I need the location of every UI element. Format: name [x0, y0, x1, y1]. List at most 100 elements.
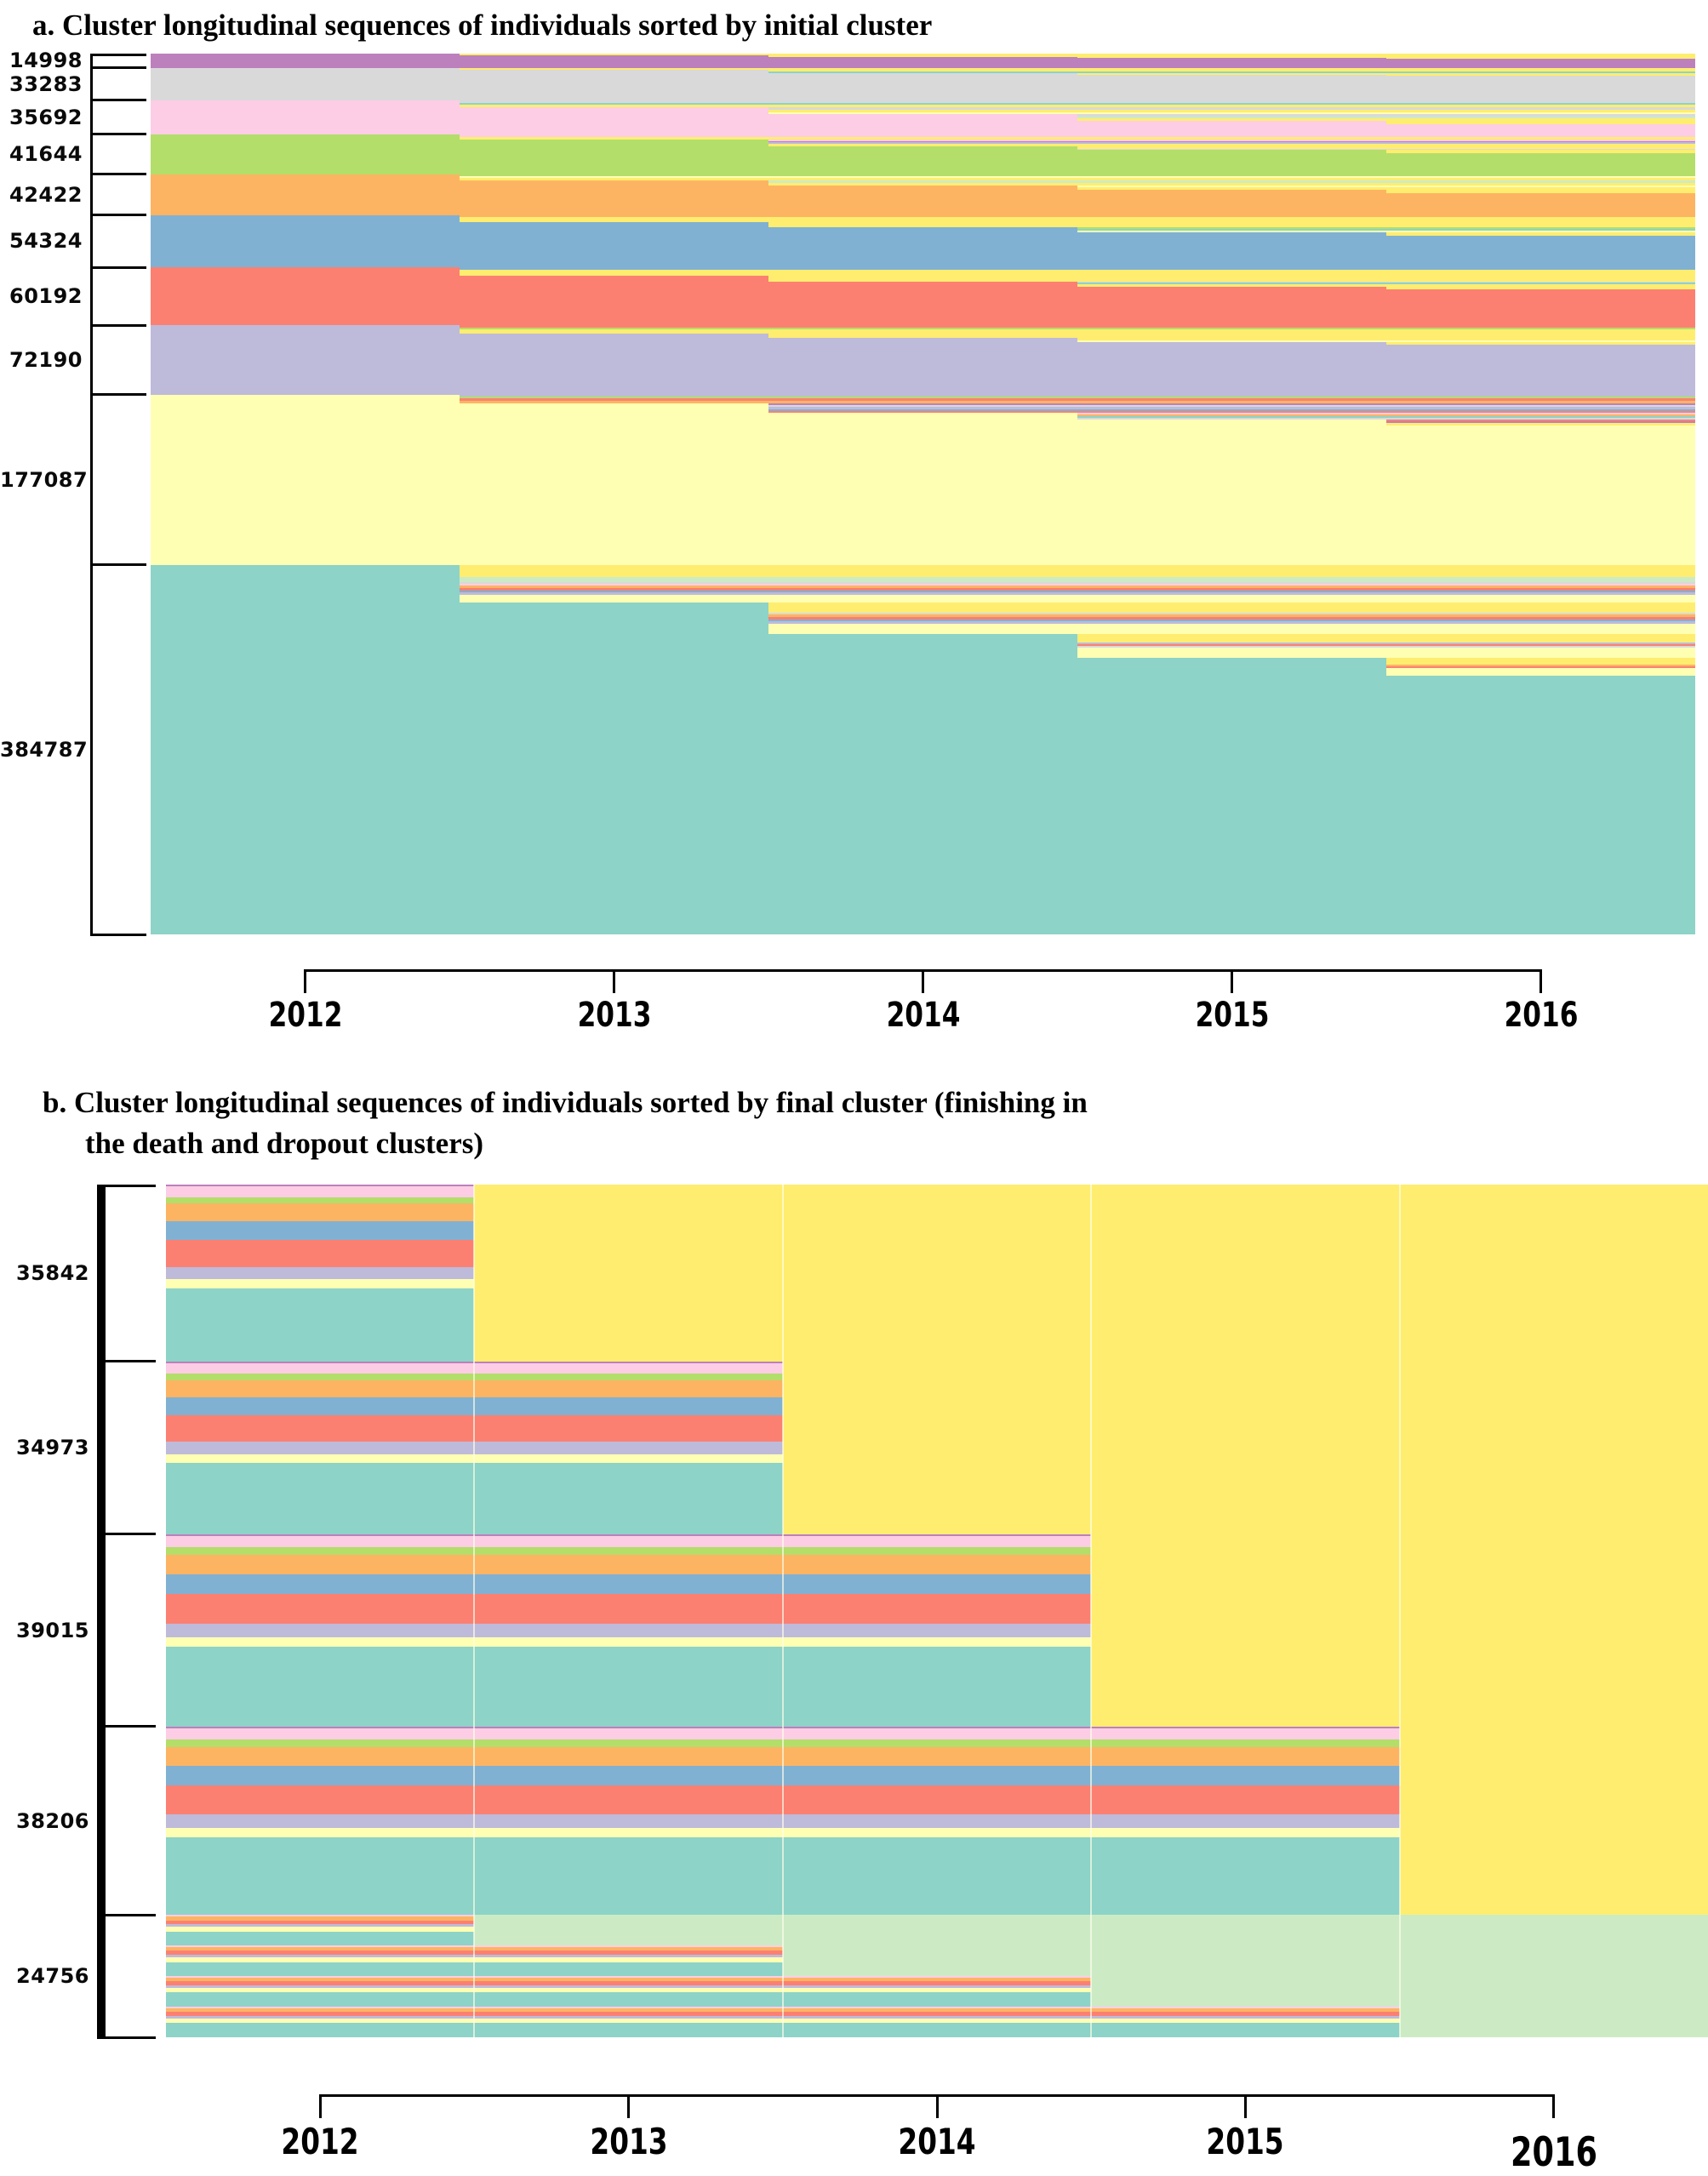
transition-stripe: [768, 594, 1077, 603]
transition-stripe: [460, 398, 768, 401]
cluster-subband: [474, 2016, 783, 2019]
transition-stripe: [768, 71, 1077, 73]
cluster-subband: [474, 1636, 783, 1648]
transition-stripe: [1386, 70, 1695, 72]
transition-stripe: [460, 583, 768, 585]
x-axis-label: 2016: [1510, 2129, 1597, 2176]
cluster-band: [1386, 345, 1695, 395]
cluster-subband: [782, 1766, 1092, 1785]
transition-stripe: [1077, 222, 1386, 228]
cluster-band: [460, 55, 768, 68]
transition-stripe: [1077, 100, 1386, 103]
transition-stripe: [1077, 134, 1386, 137]
cluster-subband: [782, 2018, 1092, 2024]
transition-stripe: [768, 54, 1077, 55]
transition-stripe: [1386, 337, 1695, 340]
group-size-label: 39015: [16, 1618, 89, 1642]
transition-stripe: [1386, 102, 1695, 106]
bracket-tick: [90, 133, 146, 136]
transition-stripe: [1077, 418, 1386, 420]
transition-stripe: [1077, 176, 1386, 179]
cluster-subband: [782, 1985, 1092, 1988]
transition-stripe: [768, 174, 1077, 177]
cluster-subband: [166, 1814, 475, 1828]
cluster-subband: [474, 1647, 783, 1727]
cluster-subband: [166, 2016, 475, 2019]
transition-stripe: [768, 397, 1077, 399]
transition-stripe: [768, 269, 1077, 276]
transition-stripe: [1386, 185, 1695, 187]
cluster-band: [151, 267, 460, 326]
transition-stripe: [768, 576, 1077, 582]
transition-stripe: [1386, 58, 1695, 59]
cluster-subband: [166, 1827, 475, 1837]
transition-stripe: [768, 142, 1077, 144]
cluster-subband: [474, 1992, 783, 2008]
cluster-subband: [474, 1726, 783, 1729]
transition-stripe: [1077, 590, 1386, 592]
cluster-subband: [166, 1978, 475, 1982]
transition-stripe: [460, 100, 768, 103]
transition-stripe: [1386, 267, 1695, 270]
cluster-subband: [166, 1374, 475, 1380]
cluster-subband: [166, 1397, 475, 1415]
cluster-subband: [166, 1920, 475, 1925]
bracket-tick: [90, 266, 146, 269]
transition-stripe: [1077, 186, 1386, 190]
transition-stripe: [1077, 214, 1386, 218]
cluster-band: [151, 214, 460, 268]
cluster-subband: [474, 1956, 783, 1962]
transition-stripe: [1077, 174, 1386, 177]
transition-stripe: [768, 214, 1077, 218]
cluster-band: [768, 56, 1077, 68]
transition-stripe: [1386, 283, 1695, 287]
cluster-subband: [474, 1397, 783, 1415]
cluster-subband: [474, 1978, 783, 1982]
cluster-subband: [1091, 1836, 1400, 1916]
year-seam: [473, 1185, 476, 2037]
cluster-subband: [166, 1221, 475, 1240]
x-axis-tick: [1243, 2094, 1247, 2118]
cluster-subband: [474, 1950, 783, 1956]
transition-stripe: [768, 590, 1077, 592]
transition-stripe: [1077, 231, 1386, 233]
cluster-band: [768, 281, 1077, 326]
transition-stripe: [1077, 56, 1386, 58]
dropout-block: [1091, 1976, 1400, 2008]
transition-stripe: [768, 327, 1077, 329]
cluster-subband: [166, 1361, 475, 1363]
bracket-tick: [97, 1185, 156, 1187]
cluster-subband: [782, 1987, 1092, 1993]
bracket-tick: [97, 1533, 156, 1536]
cluster-subband: [166, 1956, 475, 1962]
cluster-subband: [782, 1533, 1092, 1536]
transition-stripe: [1077, 620, 1386, 624]
transition-stripe: [1386, 633, 1695, 643]
transition-stripe: [1077, 591, 1386, 595]
transition-stripe: [1077, 408, 1386, 411]
transition-stripe: [1386, 134, 1695, 137]
cluster-subband: [1091, 2008, 1400, 2013]
cluster-subband: [1091, 1746, 1400, 1767]
transition-stripe: [1386, 400, 1695, 403]
cluster-band: [768, 337, 1077, 395]
transition-stripe: [1077, 70, 1386, 72]
death-block: [782, 1185, 1092, 1362]
cluster-subband: [166, 1454, 475, 1463]
transition-stripe: [1386, 325, 1695, 328]
cluster-subband: [166, 1985, 475, 1988]
group-size-label: 24756: [16, 1964, 89, 1989]
transition-stripe: [1077, 281, 1386, 283]
death-block: [1399, 1533, 1708, 1727]
transition-stripe: [1386, 121, 1695, 125]
transition-stripe: [1077, 602, 1386, 613]
x-axis-label: 2012: [268, 996, 342, 1035]
cluster-subband: [474, 2007, 783, 2009]
transition-stripe: [1077, 182, 1386, 186]
x-axis-label: 2014: [898, 2121, 976, 2162]
bracket-line: [97, 1185, 106, 2037]
transition-stripe: [1386, 585, 1695, 588]
cluster-subband: [782, 1836, 1092, 1916]
transition-stripe: [1386, 397, 1695, 399]
